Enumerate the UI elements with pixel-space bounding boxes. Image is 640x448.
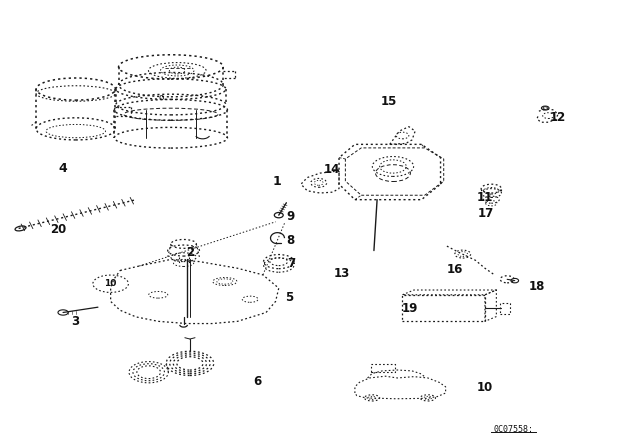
Bar: [403, 295, 485, 321]
Text: 3: 3: [72, 315, 80, 328]
Text: 5: 5: [285, 290, 294, 303]
Bar: [371, 364, 396, 372]
Text: 8: 8: [287, 234, 295, 247]
Text: 19: 19: [402, 302, 419, 315]
Text: 2: 2: [186, 246, 194, 259]
Text: 4: 4: [59, 162, 67, 175]
Text: 13: 13: [333, 267, 349, 280]
Text: 9: 9: [287, 210, 295, 223]
Text: 18: 18: [529, 280, 545, 293]
Text: 15: 15: [380, 95, 397, 108]
Text: 17: 17: [478, 207, 494, 220]
Bar: [500, 302, 510, 314]
Text: 1: 1: [273, 176, 281, 189]
Text: 7: 7: [287, 257, 295, 270]
Text: 0C07558:: 0C07558:: [493, 425, 534, 434]
Text: 14: 14: [323, 163, 340, 176]
Text: 6: 6: [253, 375, 262, 388]
Text: 10: 10: [477, 381, 493, 394]
Text: 12: 12: [550, 111, 566, 124]
Text: 11: 11: [477, 191, 493, 204]
Text: 10: 10: [104, 279, 117, 288]
Text: 16: 16: [447, 263, 463, 276]
Text: o: o: [159, 93, 164, 102]
Text: 20: 20: [51, 223, 67, 236]
